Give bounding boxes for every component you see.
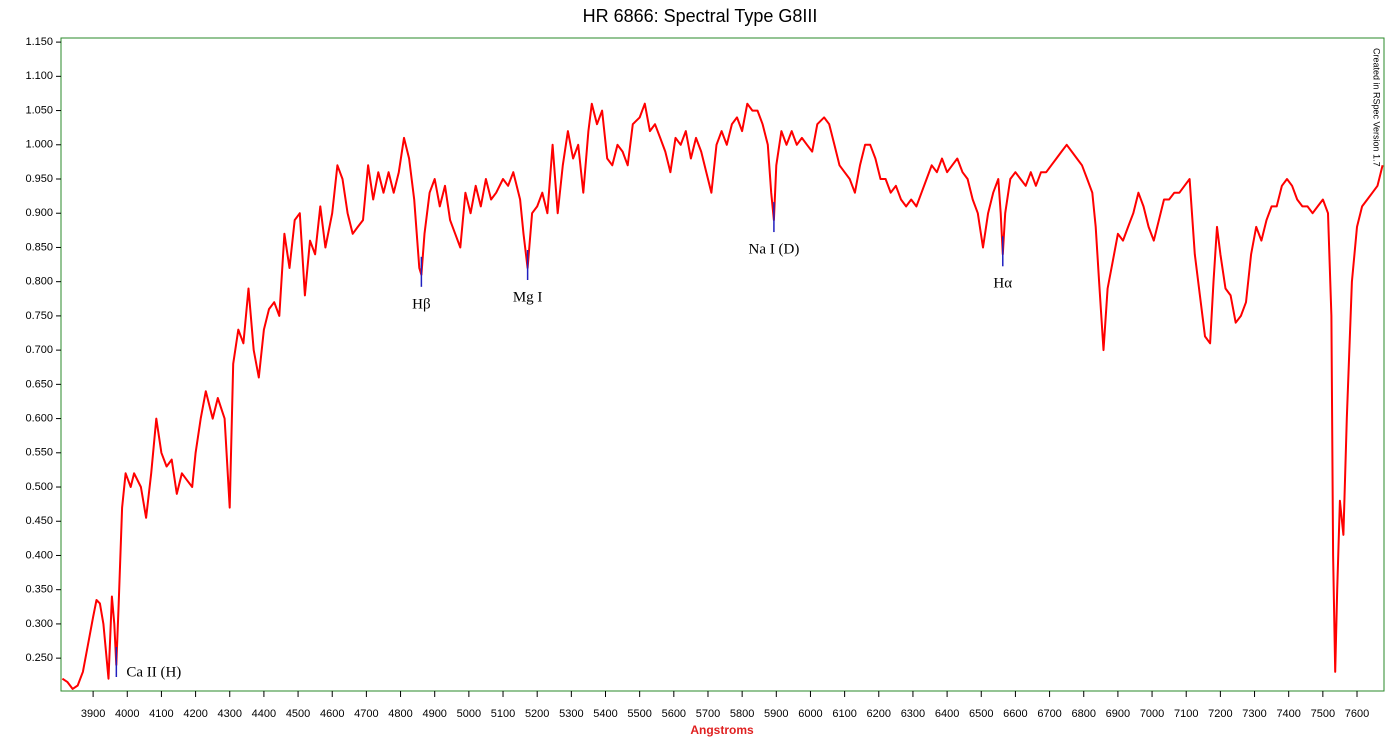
x-tick-label: 6900 (1106, 708, 1130, 720)
spectrum-line (61, 102, 1384, 690)
x-tick-label: 6100 (832, 708, 856, 720)
chart-title: HR 6866: Spectral Type G8III (583, 6, 818, 26)
y-tick-label: 0.750 (25, 310, 53, 322)
line-label: Ca II (H) (126, 664, 181, 680)
x-tick-label: 7500 (1311, 708, 1335, 720)
x-tick-label: 5500 (627, 708, 651, 720)
line-label: Hβ (412, 296, 430, 312)
y-tick-label: 0.900 (25, 207, 53, 219)
y-tick-label: 1.000 (25, 139, 53, 151)
credit: Created in RSpec Version 1.7 (1372, 48, 1382, 167)
y-tick-label: 0.250 (25, 652, 53, 664)
x-tick-label: 4700 (354, 708, 378, 720)
x-tick-label: 4900 (422, 708, 446, 720)
y-tick-label: 0.850 (25, 241, 53, 253)
y-tick-label: 0.300 (25, 618, 53, 630)
x-tick-label: 5900 (764, 708, 788, 720)
x-tick-label: 7400 (1276, 708, 1300, 720)
y-tick-label: 0.550 (25, 447, 53, 459)
x-tick-label: 5200 (525, 708, 549, 720)
y-tick-label: 0.700 (25, 344, 53, 356)
x-tick-label: 6400 (935, 708, 959, 720)
x-tick-label: 7000 (1140, 708, 1164, 720)
y-tick-label: 1.100 (25, 70, 53, 82)
x-tick-label: 5000 (457, 708, 481, 720)
y-tick-label: 0.500 (25, 481, 53, 493)
x-tick-label: 4500 (286, 708, 310, 720)
x-tick-label: 4000 (115, 708, 139, 720)
x-tick-label: 5700 (696, 708, 720, 720)
x-tick-label: 6800 (1071, 708, 1095, 720)
y-tick-label: 1.050 (25, 104, 53, 116)
x-tick-label: 7100 (1174, 708, 1198, 720)
y-tick-label: 0.450 (25, 515, 53, 527)
x-tick-label: 7600 (1345, 708, 1369, 720)
x-tick-label: 6300 (901, 708, 925, 720)
y-tick-label: 0.950 (25, 173, 53, 185)
x-tick-label: 6200 (867, 708, 891, 720)
line-label: Na I (D) (749, 242, 800, 258)
x-tick-label: 6500 (969, 708, 993, 720)
y-tick-label: 1.150 (25, 36, 53, 48)
y-tick-label: 0.350 (25, 584, 53, 596)
x-tick-label: 4400 (252, 708, 276, 720)
y-tick-label: 0.800 (25, 276, 53, 288)
y-tick-label: 0.600 (25, 412, 53, 424)
x-tick-label: 4300 (218, 708, 242, 720)
x-tick-label: 3900 (81, 708, 105, 720)
x-tick-label: 4600 (320, 708, 344, 720)
x-tick-label: 4200 (183, 708, 207, 720)
line-label: Mg I (513, 289, 543, 305)
x-tick-label: 7300 (1242, 708, 1266, 720)
x-tick-label: 4100 (149, 708, 173, 720)
plot-frame (60, 37, 1385, 692)
y-tick-label: 0.400 (25, 549, 53, 561)
x-tick-label: 5100 (491, 708, 515, 720)
x-tick-label: 4800 (388, 708, 412, 720)
line-label: Hα (993, 276, 1012, 292)
x-tick-label: 5800 (730, 708, 754, 720)
x-tick-label: 5400 (593, 708, 617, 720)
x-tick-label: 6600 (1003, 708, 1027, 720)
x-tick-label: 5300 (559, 708, 583, 720)
x-tick-label: 6700 (1037, 708, 1061, 720)
x-tick-label: 7200 (1208, 708, 1232, 720)
x-tick-label: 5600 (662, 708, 686, 720)
y-tick-label: 0.650 (25, 378, 53, 390)
x-tick-label: 6000 (798, 708, 822, 720)
x-axis-label: Angstroms (690, 723, 754, 737)
